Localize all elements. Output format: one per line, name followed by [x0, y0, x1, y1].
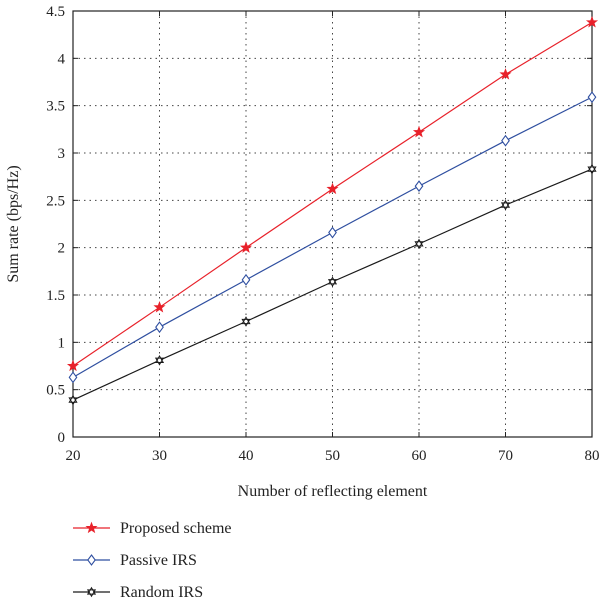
legend-marker: [85, 521, 98, 534]
legend-item: Random IRS: [73, 584, 203, 601]
x-tick-label: 20: [66, 448, 81, 464]
legend: Proposed scheme Passive IRS Random IRS: [73, 520, 232, 601]
y-tick-label: 4.5: [46, 4, 65, 20]
y-tick-label: 3: [58, 146, 66, 162]
legend-marker: [87, 554, 96, 566]
y-tick-label: 2: [58, 241, 66, 257]
data-point: [499, 68, 512, 80]
series-3: [68, 163, 597, 406]
data-point: [587, 91, 597, 104]
data-point: [414, 180, 424, 193]
legend-item: Proposed scheme: [73, 520, 232, 537]
series-layer: [66, 15, 599, 406]
y-tick-label: 0.5: [46, 383, 65, 399]
legend-item: Passive IRS: [73, 552, 197, 569]
axis-ticks: 20 30 40 50 60 70 80 0 0.5 1 1.5 2 2.5 3 3.5 4 4.5: [46, 4, 599, 464]
data-point: [585, 15, 599, 28]
data-point: [241, 316, 251, 327]
y-tick-label: 4: [58, 51, 66, 67]
x-axis-label: Number of reflecting element: [238, 483, 428, 500]
data-point: [154, 355, 165, 366]
y-tick-label: 3.5: [46, 99, 65, 115]
data-point: [153, 300, 166, 313]
y-tick-label: 2.5: [46, 193, 65, 209]
data-point: [241, 273, 251, 286]
x-tick-label: 80: [585, 448, 600, 464]
data-point: [68, 371, 78, 384]
data-point: [501, 134, 510, 147]
plot-area: [72, 10, 593, 438]
data-point: [326, 182, 339, 195]
y-tick-label: 1.5: [46, 288, 65, 304]
data-point: [500, 199, 511, 211]
series-2: [68, 91, 597, 384]
x-tick-label: 50: [325, 448, 340, 464]
y-tick-label: 1: [58, 335, 66, 351]
series-1: [66, 15, 599, 372]
legend-label: Random IRS: [120, 584, 203, 601]
data-point: [68, 394, 78, 406]
grid-lines: [73, 11, 592, 437]
y-tick-label: 0: [58, 430, 66, 446]
data-point: [155, 321, 164, 334]
y-axis-label: Sum rate (bps/Hz): [5, 165, 22, 282]
data-point: [414, 238, 424, 250]
data-point: [587, 163, 597, 175]
data-point: [328, 226, 337, 239]
x-tick-label: 30: [152, 448, 167, 464]
data-point: [327, 276, 338, 288]
data-point: [66, 359, 80, 372]
x-tick-label: 40: [239, 448, 254, 464]
legend-marker: [86, 586, 97, 598]
x-tick-label: 60: [412, 448, 427, 464]
legend-label: Proposed scheme: [120, 520, 232, 537]
data-point: [239, 241, 253, 253]
x-tick-label: 70: [498, 448, 513, 464]
legend-label: Passive IRS: [120, 552, 197, 569]
data-point: [412, 125, 426, 138]
